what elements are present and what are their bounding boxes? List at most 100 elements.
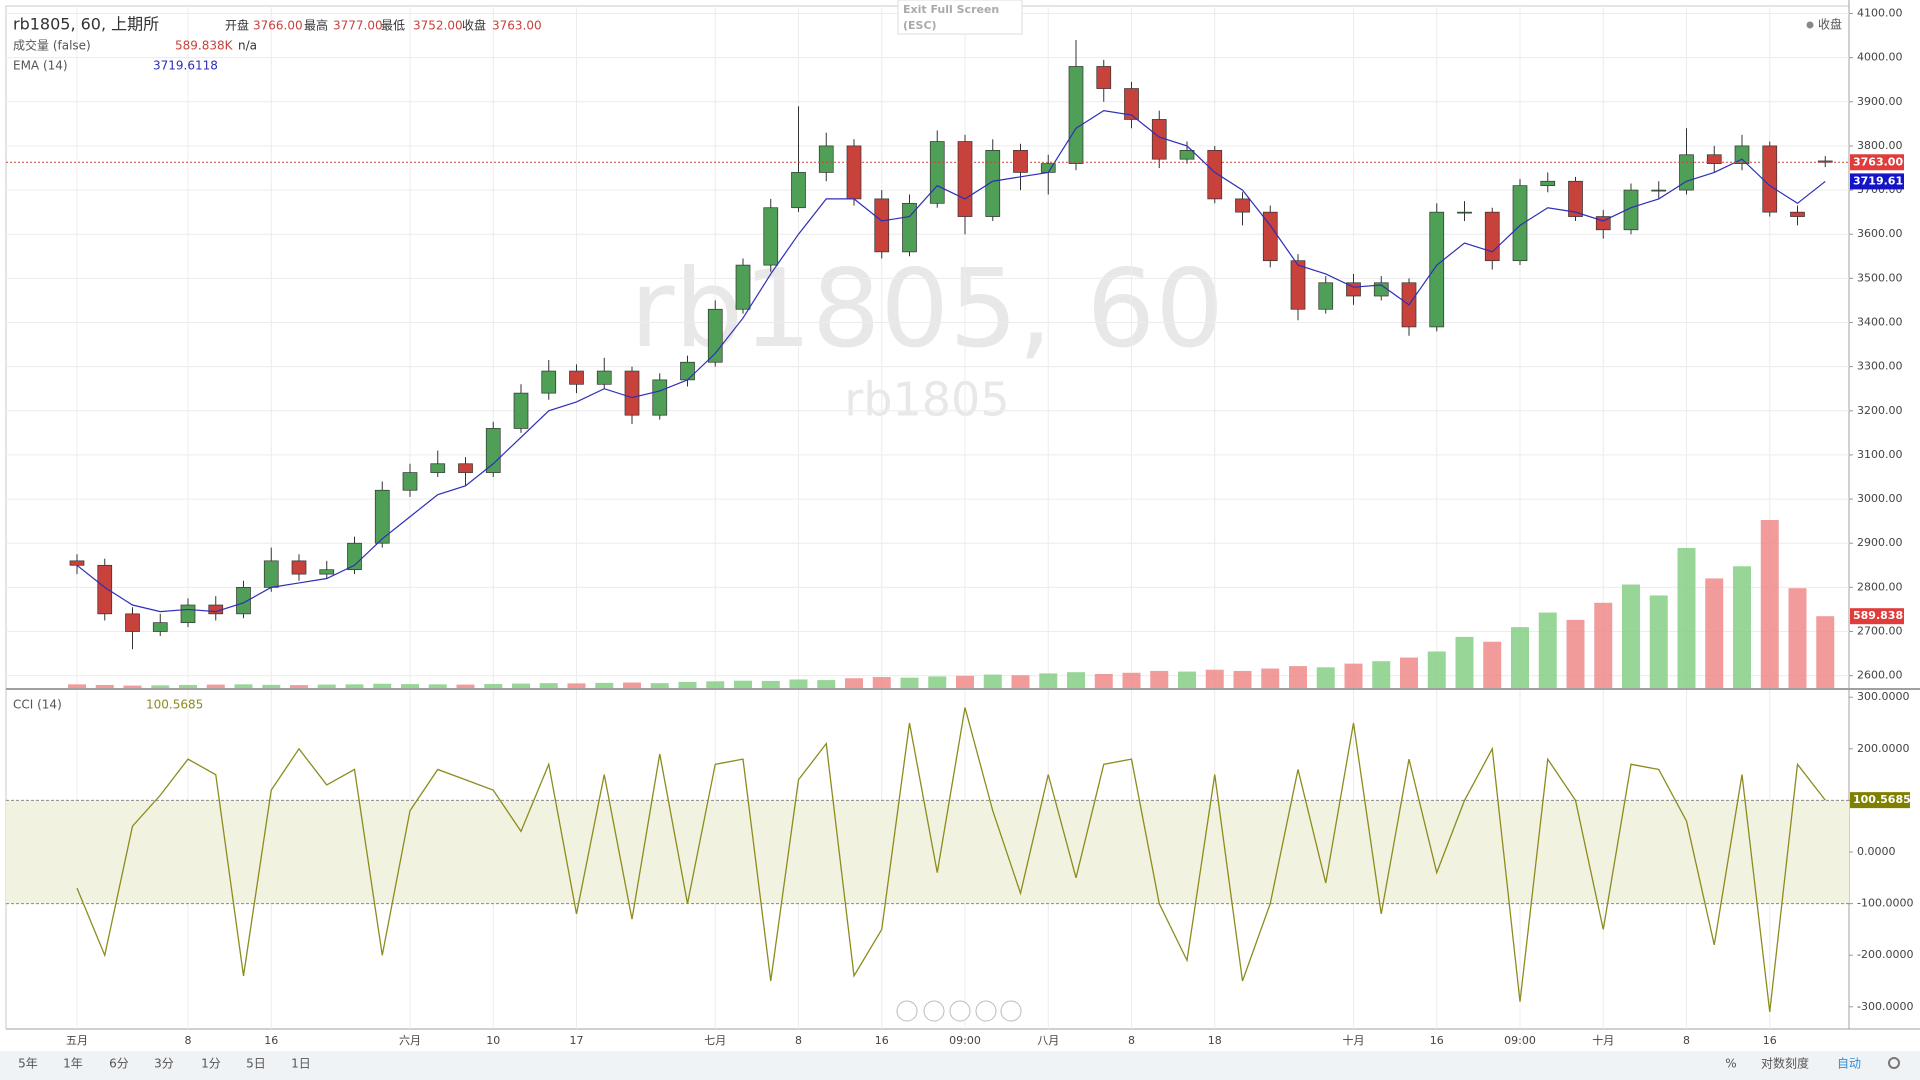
- y-tick-label: 3800.00: [1857, 139, 1903, 152]
- volume-bar: [262, 684, 281, 688]
- ohlc-name: 最高: [304, 18, 328, 33]
- zoom-in[interactable]: [975, 1000, 997, 1022]
- x-tick-label: 8: [1128, 1034, 1135, 1047]
- candle-body: [541, 370, 557, 394]
- nav-buttons: [896, 1000, 1022, 1022]
- volume-bar: [983, 674, 1002, 688]
- reset[interactable]: [949, 1000, 971, 1022]
- x-tick-label: 六月: [399, 1034, 421, 1047]
- y-tick-label: -300.0000: [1857, 1000, 1913, 1013]
- candle-body: [1318, 282, 1334, 310]
- candle-body: [1124, 88, 1139, 120]
- exit-box[interactable]: [897, 0, 1023, 35]
- x-tick-label: 10: [486, 1034, 500, 1047]
- volume-bar: [595, 682, 614, 688]
- range-button[interactable]: 1年: [63, 1057, 83, 1071]
- y-tick-label: 3600.00: [1857, 227, 1903, 240]
- exit-fullscreen[interactable]: Exit Full Screen (ESC): [897, 0, 1023, 35]
- volume-bar: [428, 684, 447, 688]
- candle-body: [97, 564, 113, 615]
- last-price-label: 3763.00: [1853, 155, 1903, 168]
- ema-legend-value: 3719.6118: [153, 59, 218, 73]
- last-price-label-box: [1850, 154, 1904, 171]
- range-button[interactable]: 1分: [201, 1057, 221, 1071]
- volume-bar: [1178, 671, 1196, 688]
- volume-bar: [845, 678, 863, 688]
- volume-bar: [317, 684, 336, 688]
- volume-bar: [1511, 627, 1529, 688]
- ohlc-name: 开盘: [225, 18, 249, 33]
- volume-bar: [123, 685, 142, 688]
- volume-legend-extra: n/a: [238, 39, 257, 53]
- ohlc-name: 最低: [381, 19, 405, 33]
- watermark-sub: rb1805: [844, 373, 1009, 427]
- y-tick-label: 3000.00: [1857, 492, 1903, 505]
- volume-bar: [1483, 641, 1502, 688]
- candle-body: [152, 622, 168, 632]
- watermark: rb1805, 60 rb1805: [630, 247, 1224, 427]
- y-tick-label: 0.0000: [1857, 845, 1896, 858]
- candle-body: [735, 264, 751, 310]
- range-button[interactable]: 6分: [109, 1057, 129, 1071]
- candle-body: [569, 370, 584, 385]
- scroll-right[interactable]: [1000, 1000, 1022, 1022]
- volume-bar: [1067, 672, 1085, 688]
- volume-bar: [1205, 669, 1224, 688]
- candle-body: [236, 587, 251, 615]
- candle-body: [1651, 189, 1667, 192]
- exit-text[interactable]: (ESC): [903, 19, 937, 32]
- log-button[interactable]: 对数刻度: [1761, 1056, 1809, 1071]
- candle-body: [1706, 154, 1722, 164]
- watermark-text: rb1805, 60: [630, 247, 1224, 372]
- candle-body: [1235, 198, 1250, 213]
- y-tick-label: 200.0000: [1857, 742, 1910, 755]
- volume-bar: [1455, 636, 1474, 688]
- range-button[interactable]: 3分: [154, 1057, 174, 1071]
- candle-body: [902, 202, 917, 253]
- y-tick-label: 3200.00: [1857, 404, 1903, 417]
- y-tick-label: 4000.00: [1857, 51, 1903, 64]
- x-tick-label: 18: [1208, 1034, 1222, 1047]
- volume-bar: [1011, 675, 1030, 688]
- x-tick-label: 七月: [704, 1034, 726, 1047]
- candle-body: [263, 560, 279, 588]
- candle-body: [874, 198, 890, 253]
- candle-body: [1290, 260, 1306, 310]
- x-tick-label: 09:00: [949, 1034, 981, 1047]
- y-tick-label: 3500.00: [1857, 271, 1903, 284]
- range-button[interactable]: 5年: [18, 1057, 38, 1071]
- cci-line: [76, 707, 1826, 1013]
- x-tick-label: 17: [570, 1034, 584, 1047]
- volume-bar: [373, 683, 392, 688]
- legend-button[interactable]: 收盘: [1818, 17, 1842, 32]
- percent-button[interactable]: %: [1725, 1057, 1736, 1071]
- candle-body: [208, 604, 224, 615]
- volume-bar: [678, 681, 697, 688]
- range-button[interactable]: 1日: [291, 1057, 311, 1071]
- volume-bar: [761, 680, 780, 688]
- candle-body: [1457, 211, 1472, 214]
- ema-legend: EMA (14): [13, 59, 68, 73]
- candle-body: [374, 489, 390, 544]
- candle-body: [1096, 66, 1112, 89]
- volume-bar: [900, 677, 919, 688]
- candle-body: [1484, 211, 1500, 262]
- candle-body: [1013, 149, 1028, 173]
- exit-text[interactable]: Exit Full Screen: [903, 3, 999, 16]
- x-tick-label: 16: [875, 1034, 889, 1047]
- plot-layer: 五月 8 16 六月 10 17 七月 8 16 09:00 八月 8 18 十月 16 09:00 十月 8 16…: [6, 6, 1913, 1047]
- range-button[interactable]: 5日: [246, 1057, 266, 1071]
- scroll-left[interactable]: [896, 1000, 918, 1022]
- volume-bar: [1289, 666, 1307, 688]
- settings-icon[interactable]: [1888, 1057, 1900, 1069]
- candle-body: [1207, 149, 1223, 200]
- x-tick-label: 09:00: [1504, 1034, 1536, 1047]
- volume-bar: [706, 681, 725, 688]
- volume-bar: [1816, 616, 1835, 688]
- volume-bar: [206, 684, 225, 688]
- x-tick-label: 16: [264, 1034, 278, 1047]
- zoom-out[interactable]: [923, 1000, 945, 1022]
- y-tick-label: 2800.00: [1857, 580, 1903, 593]
- auto-button[interactable]: 自动: [1837, 1057, 1861, 1071]
- volume-bar: [539, 683, 558, 688]
